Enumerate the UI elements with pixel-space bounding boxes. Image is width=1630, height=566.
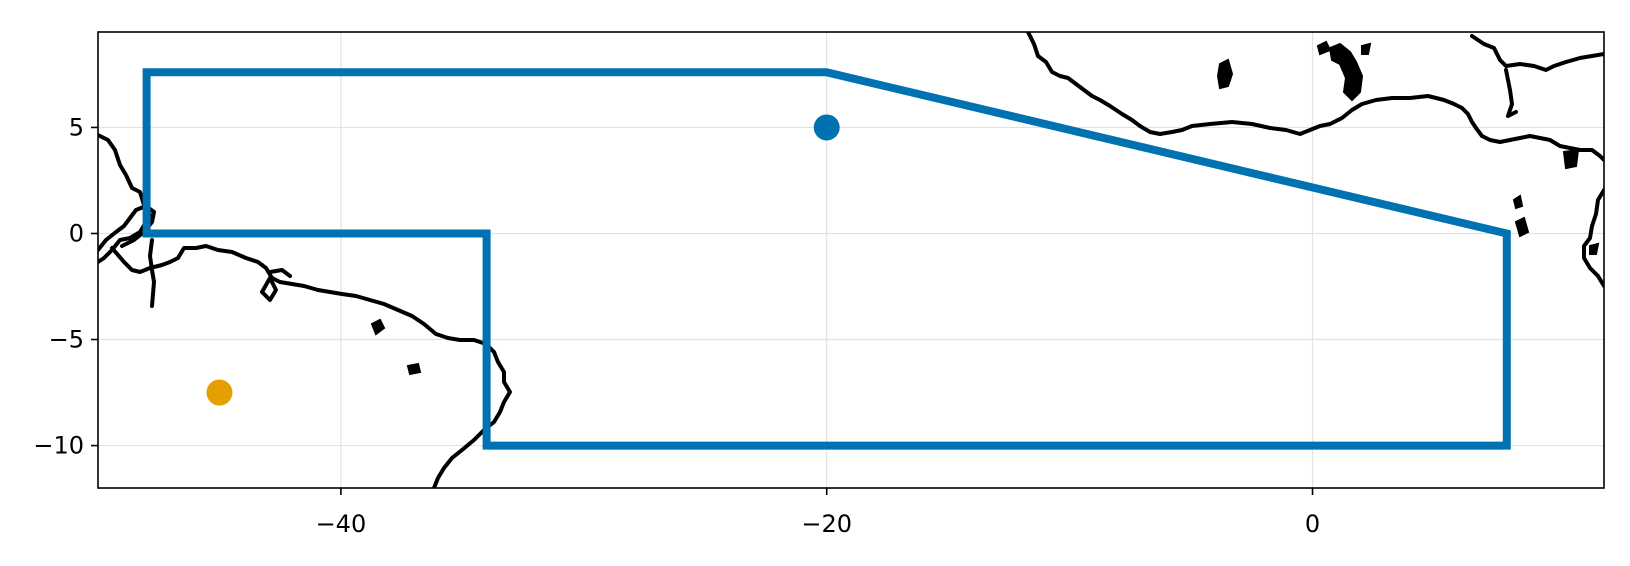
coastline-caribbean [98, 204, 156, 308]
point-marker [206, 379, 233, 406]
island-cabo-verde-3 [1316, 40, 1332, 56]
region-polygon-layer [142, 68, 1511, 450]
island-fernando-1 [370, 318, 386, 336]
y-tick-label: 0 [69, 219, 84, 247]
x-axis-labels: −40 −20 0 [316, 510, 1321, 538]
axis-frame [97, 31, 1605, 489]
island-guinea-1 [1562, 148, 1580, 170]
y-tick-label: 5 [69, 113, 84, 141]
island-bioko [1514, 216, 1530, 238]
y-tick-label: −10 [33, 432, 84, 460]
coastline-gulf-guinea [1582, 188, 1604, 288]
points-layer [206, 114, 840, 406]
coastline-amazon-delta [260, 268, 292, 302]
coastlines [98, 32, 1604, 488]
island-guinea-2 [1589, 242, 1600, 255]
y-axis-labels: 5 0 −5 −10 [33, 113, 84, 459]
point-marker [813, 114, 840, 141]
y-tick-label: −5 [49, 326, 84, 354]
axis-ticks [91, 126, 1314, 495]
island-cabo-verde-4 [1361, 42, 1372, 55]
region-polygon [142, 68, 1511, 450]
island-sao-tome [1512, 194, 1524, 210]
x-tick-label: 0 [1305, 510, 1320, 538]
x-tick-label: −40 [316, 510, 367, 538]
x-tick-label: −20 [801, 510, 852, 538]
island-cabo-verde-1 [1216, 58, 1234, 90]
coastline-africa [1026, 32, 1604, 162]
coastline-north-africa [1470, 34, 1604, 118]
island-fernando-2 [406, 362, 422, 376]
island-cabo-verde-2 [1328, 42, 1364, 102]
coastline-south-america [98, 133, 512, 488]
